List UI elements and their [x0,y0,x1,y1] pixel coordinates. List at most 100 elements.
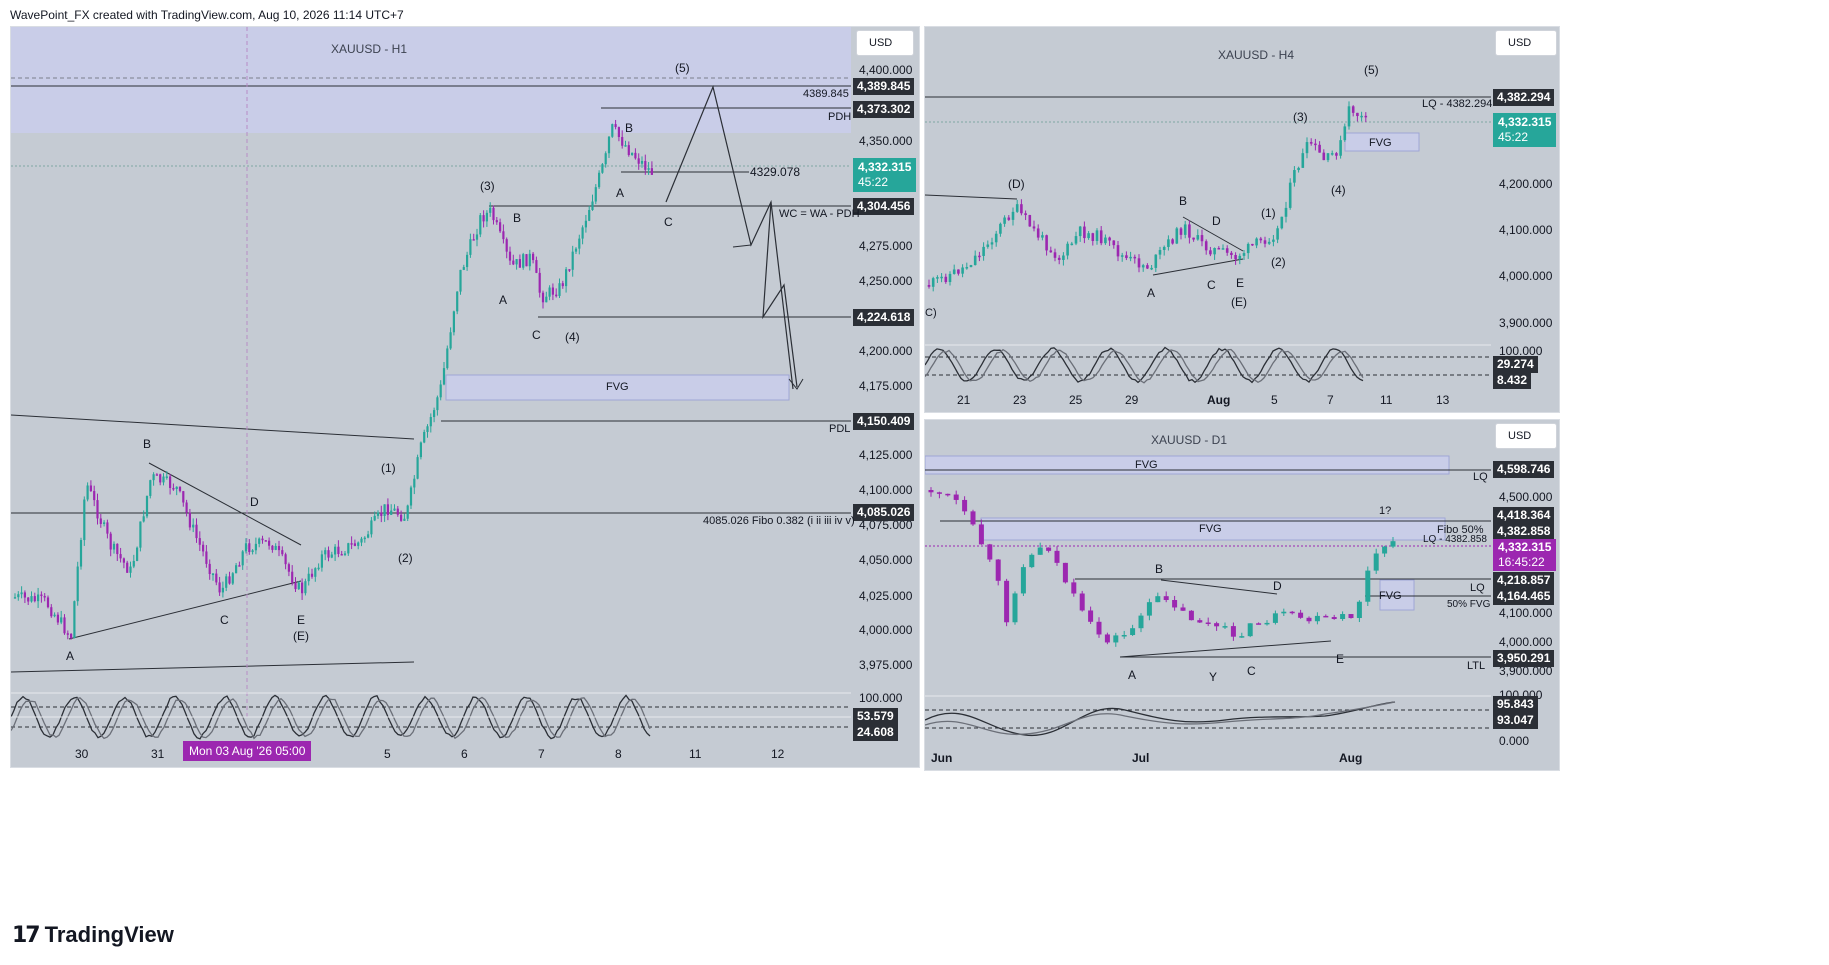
d1-osc-axis-label: 0.000 [1499,734,1530,748]
candle-body [294,582,297,590]
candle-body [1155,596,1161,603]
candle-body [1129,256,1132,259]
candle-body [1037,547,1043,555]
candle-body [1015,204,1019,212]
h1-crosshair-date-label: Mon 03 Aug '26 05:00 [183,741,312,761]
candle-body [208,563,211,574]
candle-body [248,543,251,553]
h1-annotation: PDH [828,111,852,123]
candle-body [624,145,627,147]
candle-body [1323,615,1329,618]
h1-chart-canvas[interactable] [11,27,919,767]
h1-annotation: WC = WA - PDH [779,208,860,220]
candle-body [1256,623,1262,625]
d1-time-label: Jul [1132,751,1150,765]
candle-body [439,384,442,398]
candle-body [244,543,248,552]
candle-body [644,160,647,170]
d1-annotation: LTL [1467,660,1486,672]
candle-body [528,253,531,267]
candle-body [1192,237,1195,240]
h1-wave-label: A [616,186,625,200]
candle-body [251,550,254,553]
h4-currency-button[interactable]: USD [1495,30,1557,56]
candle-body [169,476,172,488]
candle-body [73,601,76,639]
candle-body [96,500,99,519]
candle-body [1141,265,1145,268]
candle-body [518,259,521,268]
h4-osc-tag: 8.432 [1493,372,1532,389]
h4-wave-label: (5) [1364,63,1379,77]
tradingview-logo[interactable]: 17 TradingView [12,922,174,948]
h4-chart-panel[interactable]: USD XAUUSD - H4 4,200.000 4,100.000 4,00… [924,26,1560,413]
candle-body [931,278,935,287]
candle-body [1221,248,1225,250]
h1-wave-label: (E) [293,629,309,643]
candle-body [324,550,327,555]
candle-body [621,137,624,146]
d1-price-tag: 4,164.465 [1493,588,1555,605]
h1-time-label: 12 [771,747,785,761]
candle-body [396,508,399,515]
candle-body [617,127,620,138]
candle-body [172,487,175,490]
candle-body [433,410,436,418]
d1-fvg-label: FVG [1199,523,1222,535]
trend-line [11,414,415,440]
candle-body [277,545,281,551]
candle-body [1083,226,1086,239]
candle-body [551,287,554,295]
candle-body [406,505,409,519]
candle-body [1163,596,1169,601]
candle-body [466,254,469,268]
d1-currency-button[interactable]: USD [1495,423,1557,449]
candle-body [970,511,976,525]
candle-body [512,260,515,265]
d1-annotation: LQ [1473,471,1488,483]
h1-chart-panel[interactable]: USD XAUUSD - H1 4,400.000 4,350.000 4,27… [10,26,920,768]
candle-body [1209,250,1212,255]
candle-body [631,152,634,155]
candle-body [1276,228,1279,240]
candle-body [119,554,122,559]
d1-price-tag: 4,218.857 [1493,572,1555,589]
candle-body [588,210,591,221]
candle-body [1057,257,1061,260]
candle-body [1382,546,1388,554]
d1-wave-label: A [1128,668,1137,682]
tradingview-wordmark: TradingView [44,922,174,947]
candle-body [1196,235,1200,240]
d1-chart-canvas[interactable] [925,420,1559,770]
candle-body [538,272,541,293]
candle-body [27,597,30,602]
candle-body [1079,593,1085,611]
candle-body [1255,238,1258,246]
trend-line [68,580,302,640]
candle-body [999,223,1002,234]
d1-price-tag: 4,382.858 [1493,523,1555,540]
h4-wave-label: (1) [1261,206,1276,220]
h4-wave-label: B [1179,194,1188,208]
candle-body [1297,167,1300,171]
candle-body [1070,243,1074,246]
h1-price-tag: 4,085.026 [853,504,915,521]
candle-body [33,596,36,602]
h1-currency-button[interactable]: USD [856,30,914,56]
candle-body [235,565,238,574]
candle-body [1078,226,1082,237]
d1-chart-panel[interactable]: USD XAUUSD - D1 4,500.000 4,100.000 4,00… [924,419,1560,771]
candle-body [1188,224,1191,238]
candle-body [301,582,304,594]
h4-bar-timer: 45:22 [1498,130,1529,144]
candle-body [1230,252,1233,256]
h1-annotation: 4329.078 [750,165,801,179]
candle-body [1264,622,1270,625]
candle-body [386,504,389,515]
d1-wave-label: C [1247,664,1256,678]
h4-chart-canvas[interactable] [925,27,1559,412]
candle-body [145,495,149,517]
h4-current-price: 4,332.315 [1498,115,1552,129]
h4-time-label: 7 [1327,393,1334,407]
candle-body [1112,240,1116,246]
